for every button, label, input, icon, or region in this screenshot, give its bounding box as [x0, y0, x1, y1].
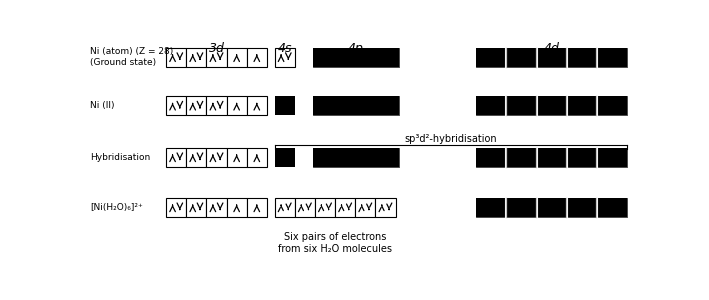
Bar	[313, 148, 398, 167]
Bar	[227, 47, 247, 67]
Bar	[227, 148, 247, 167]
Bar	[166, 96, 186, 115]
Bar	[476, 47, 627, 67]
Bar	[313, 96, 398, 115]
Bar	[476, 198, 627, 217]
Bar	[166, 47, 186, 67]
Text: [Ni(H₂O)₆]²⁺: [Ni(H₂O)₆]²⁺	[90, 203, 143, 212]
Text: 3d: 3d	[208, 42, 225, 55]
Bar	[186, 198, 206, 217]
Bar	[206, 96, 227, 115]
Bar	[476, 96, 627, 115]
Bar	[227, 96, 247, 115]
Text: Ni (atom) (Z = 28)
(Ground state): Ni (atom) (Z = 28) (Ground state)	[90, 47, 174, 67]
Text: Ni (II): Ni (II)	[90, 101, 115, 110]
Bar	[295, 198, 315, 217]
Bar	[206, 148, 227, 167]
Bar	[274, 96, 295, 115]
Bar	[186, 148, 206, 167]
Bar	[476, 148, 627, 167]
Bar	[186, 96, 206, 115]
Bar	[315, 198, 335, 217]
Bar	[476, 47, 627, 67]
Bar	[476, 96, 627, 115]
Bar	[206, 47, 227, 67]
Bar	[247, 148, 267, 167]
Bar	[313, 47, 398, 67]
Bar	[206, 198, 227, 217]
Text: sp³d²-hybridisation: sp³d²-hybridisation	[405, 134, 497, 144]
Bar	[476, 198, 627, 217]
Bar	[313, 47, 398, 67]
Bar	[335, 198, 355, 217]
Bar	[313, 96, 398, 115]
Bar	[247, 198, 267, 217]
Text: 4p: 4p	[348, 42, 364, 55]
Bar	[166, 198, 186, 217]
Bar	[227, 198, 247, 217]
Bar	[186, 47, 206, 67]
Text: Six pairs of electrons
from six H₂O molecules: Six pairs of electrons from six H₂O mole…	[278, 232, 392, 254]
Bar	[274, 198, 295, 217]
Bar	[274, 148, 295, 167]
Text: Hybridisation: Hybridisation	[90, 153, 150, 162]
Text: 4s: 4s	[277, 42, 292, 55]
Bar	[313, 148, 398, 167]
Bar	[375, 198, 396, 217]
Bar	[476, 148, 627, 167]
Bar	[247, 96, 267, 115]
Bar	[274, 47, 295, 67]
Bar	[247, 47, 267, 67]
Text: 4d: 4d	[544, 42, 559, 55]
Bar	[166, 148, 186, 167]
Bar	[355, 198, 375, 217]
